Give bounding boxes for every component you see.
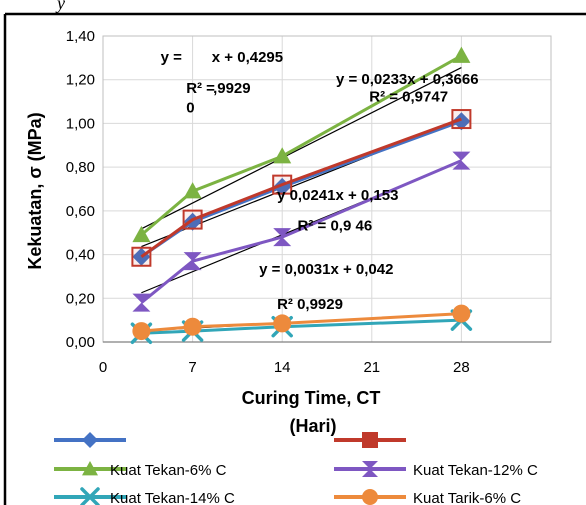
- series-line: [140, 117, 462, 258]
- marker-square: [131, 246, 152, 267]
- marker-hourglass: [452, 151, 471, 170]
- series-line: [140, 159, 462, 304]
- trendline-label: R² = 0,9 46: [298, 218, 373, 235]
- legend-entry: [54, 432, 126, 448]
- marker-circle: [132, 322, 151, 341]
- legend-entry: [334, 432, 406, 448]
- y-tick-label: 0,40: [66, 247, 95, 264]
- legend-label: Kuat Tekan-6% C: [110, 462, 227, 479]
- legend: Kuat Tekan-6% C Kuat Tekan-12% C Kuat Teka…: [54, 432, 538, 505]
- marker-diamond: [82, 432, 98, 448]
- legend-entry: Kuat Tekan-12% C: [334, 461, 538, 479]
- header-fragment: y: [55, 0, 65, 13]
- series-2: [131, 109, 472, 267]
- trendline-label: y =: [161, 49, 183, 66]
- series-6: [132, 304, 471, 341]
- marker-hourglass: [132, 293, 151, 312]
- trendline-label: ,9929: [213, 80, 251, 97]
- y-tick-label: 0,60: [66, 203, 95, 220]
- marker-x: [80, 487, 100, 505]
- x-tick-label: 14: [274, 359, 291, 376]
- x-axis-unit: (Hari): [289, 416, 336, 436]
- x-tick-label: 21: [363, 359, 380, 376]
- marker-square: [451, 109, 472, 130]
- marker-square: [272, 174, 293, 195]
- legend-entry: Kuat Tarik-6% C: [334, 489, 521, 505]
- legend-label: Kuat Tarik-6% C: [413, 490, 521, 505]
- y-axis-title: Kekuatan, σ (MPa): [25, 112, 45, 269]
- x-axis-title: Curing Time, CT: [242, 388, 381, 408]
- marker-circle: [452, 304, 471, 323]
- series-4: [132, 151, 471, 312]
- legend-entry: Kuat Tekan-14% C: [54, 487, 235, 505]
- tick-labels: 0,00 0,20 0,40 0,60 0,80 1,00 1,20 1,40 0 7 14 21 28: [66, 28, 470, 376]
- legend-entry: Kuat Tekan-6% C: [54, 461, 227, 479]
- marker-circle: [362, 489, 378, 505]
- trendline-label: x + 0,4295: [212, 49, 283, 66]
- marker-square: [182, 209, 203, 230]
- marker-circle: [183, 317, 202, 336]
- marker-hourglass: [273, 228, 292, 247]
- marker-triangle: [132, 225, 151, 243]
- marker-triangle: [273, 147, 292, 164]
- trendline-label: y 0,0241x + 0,153: [277, 187, 398, 204]
- x-tick-label: 7: [188, 359, 196, 376]
- marker-square: [362, 432, 378, 448]
- marker-circle: [273, 314, 292, 333]
- y-tick-label: 1,00: [66, 115, 95, 132]
- legend-label: Kuat Tekan-12% C: [413, 462, 538, 479]
- trendline-label: R² =: [186, 80, 215, 97]
- series-line: [141, 312, 462, 333]
- x-tick-label: 0: [99, 359, 107, 376]
- y-tick-label: 1,40: [66, 28, 95, 45]
- chart-frame: [3, 12, 586, 505]
- trendline-label: R² 0,9929: [277, 296, 343, 313]
- y-tick-label: 1,20: [66, 72, 95, 89]
- trendline-label: y = 0,0031x + 0,042: [259, 261, 393, 278]
- series-3: [132, 46, 471, 243]
- legend-label: Kuat Tekan-14% C: [110, 490, 235, 505]
- series-line: [140, 54, 463, 237]
- marker-hourglass: [362, 461, 378, 477]
- trendline-label: R² = 0,9747: [369, 89, 448, 106]
- marker-triangle: [183, 182, 202, 199]
- trendline: [141, 67, 462, 230]
- annotations: y = x + 0,4295 R² =,9929 0 y = 0,0233x + 0,3…: [161, 49, 479, 313]
- y-tick-label: 0,80: [66, 159, 95, 176]
- series-line: [141, 318, 462, 335]
- marker-hourglass: [183, 252, 202, 271]
- trendline-label: y = 0,0233x + 0,3666: [336, 71, 479, 88]
- y-tick-label: 0,20: [66, 290, 95, 307]
- marker-triangle: [452, 46, 471, 63]
- marker-triangle: [82, 461, 98, 476]
- trendline-label: 0: [186, 100, 194, 117]
- x-tick-label: 28: [453, 359, 470, 376]
- y-tick-label: 0,00: [66, 334, 95, 351]
- series: [130, 46, 473, 345]
- marker-diamond: [452, 112, 471, 131]
